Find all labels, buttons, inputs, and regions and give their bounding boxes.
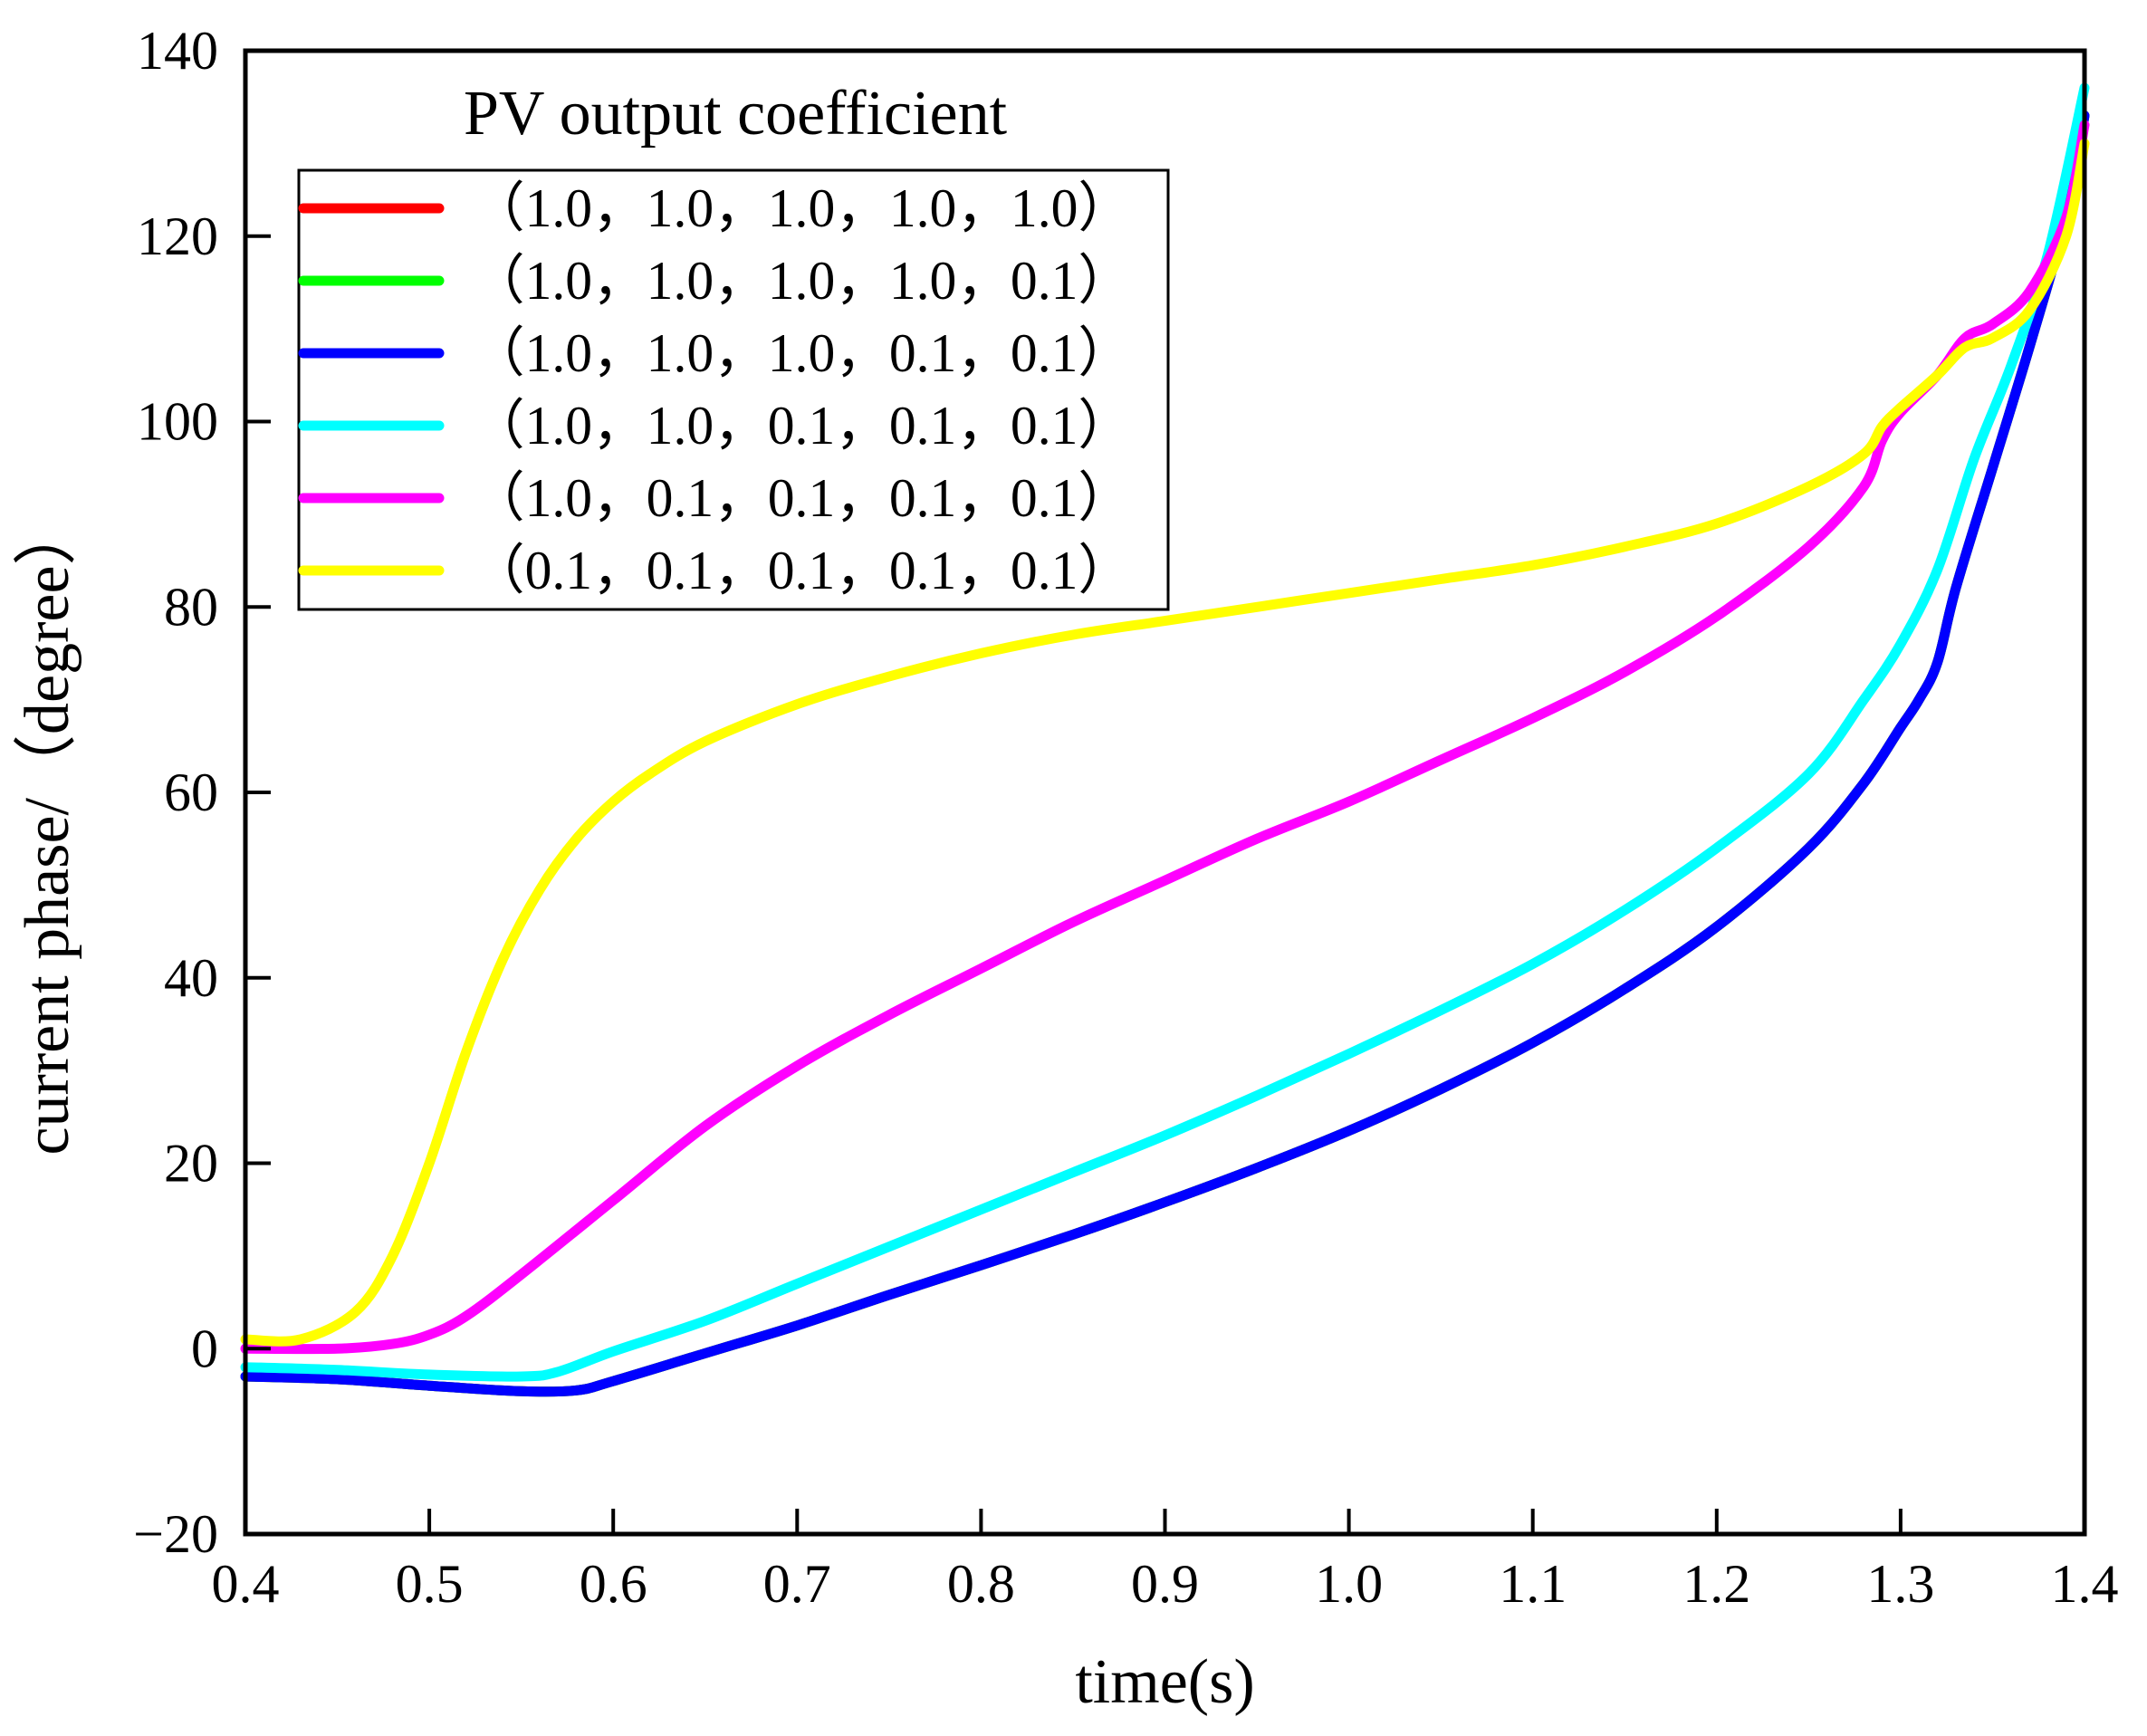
legend-label-5: （1.0，0.1，0.1，0.1，0.1） xyxy=(471,468,1132,528)
legend-label-6: （0.1，0.1，0.1，0.1，0.1） xyxy=(471,541,1132,600)
tick-layer: 0.4 0.5 0.6 0.7 0.8 0.9 1.0 1.1 1.2 1.3 1.4 −20 0 20 4… xyxy=(133,21,2118,1614)
y-tick-label: 20 xyxy=(164,1134,218,1194)
y-tick-label: 100 xyxy=(137,392,218,452)
x-axis-label: time(s) xyxy=(1075,1647,1254,1717)
x-tick-label: 0.6 xyxy=(580,1554,647,1614)
legend-items: （1.0，1.0，1.0，1.0，1.0） （1.0，1.0，1.0，1.0，0.… xyxy=(298,178,1132,600)
y-tick-label: 120 xyxy=(137,206,218,266)
series-line-3 xyxy=(240,110,2090,1397)
x-tick-label: 1.3 xyxy=(1866,1554,1934,1614)
legend: （1.0，1.0，1.0，1.0，1.0） （1.0，1.0，1.0，1.0，0.… xyxy=(297,168,1170,611)
y-axis-label: current phase/（degree） xyxy=(13,502,82,1155)
y-tick-label: 80 xyxy=(164,577,218,637)
y-tick-label: 40 xyxy=(164,948,218,1008)
legend-label-1: （1.0，1.0，1.0，1.0，1.0） xyxy=(471,178,1132,238)
x-tick-label: 1.4 xyxy=(2051,1554,2119,1614)
legend-title: PV output coefficient xyxy=(464,79,1008,149)
legend-label-4: （1.0，1.0，0.1，0.1，0.1） xyxy=(471,396,1132,456)
x-tick-label: 1.0 xyxy=(1315,1554,1383,1614)
x-tick-label: 1.2 xyxy=(1682,1554,1750,1614)
x-tick-label: 0.4 xyxy=(212,1554,280,1614)
series-line-6 xyxy=(240,138,2090,1347)
x-tick-label: 1.1 xyxy=(1499,1554,1567,1614)
y-tick-label: 60 xyxy=(164,762,218,822)
legend-label-3: （1.0，1.0，1.0，0.1，0.1） xyxy=(471,323,1132,383)
y-tick-label: −20 xyxy=(133,1504,218,1564)
x-tick-label: 0.9 xyxy=(1131,1554,1199,1614)
series-line-4 xyxy=(240,82,2090,1382)
legend-box xyxy=(297,168,1170,611)
legend-label-2: （1.0，1.0，1.0，1.0，0.1） xyxy=(471,251,1132,311)
series-layer xyxy=(240,82,2090,1397)
x-tick-label: 0.8 xyxy=(947,1554,1015,1614)
x-tick-label: 0.7 xyxy=(763,1554,831,1614)
y-tick-label: 0 xyxy=(191,1319,218,1378)
x-tick-label: 0.5 xyxy=(396,1554,464,1614)
y-tick-label: 140 xyxy=(137,21,218,81)
